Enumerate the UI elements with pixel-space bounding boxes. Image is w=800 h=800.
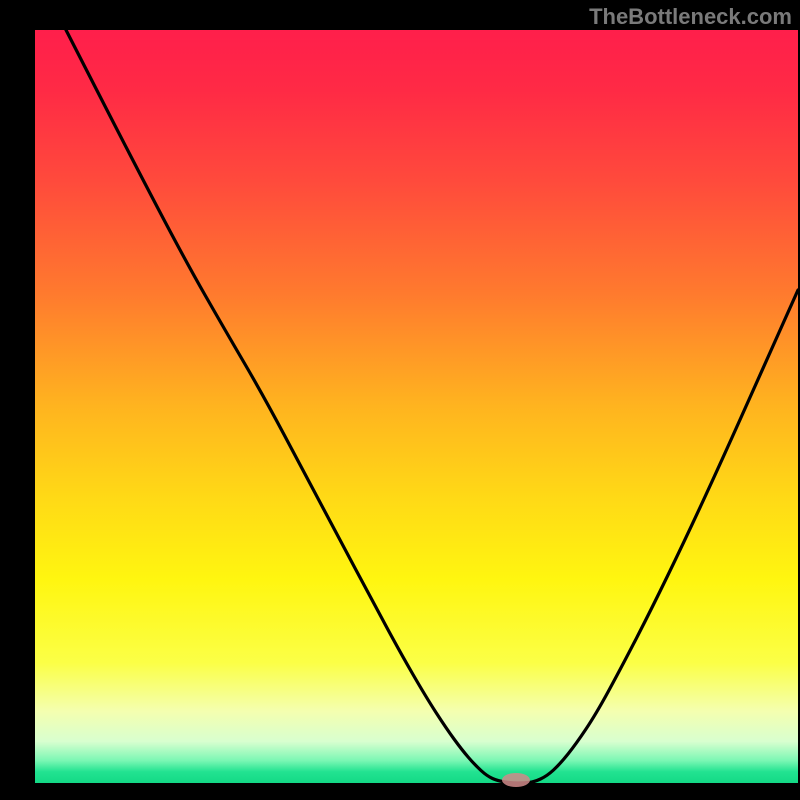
bottleneck-chart	[0, 0, 800, 800]
watermark-label: TheBottleneck.com	[589, 4, 792, 30]
optimal-marker	[502, 773, 530, 787]
chart-container: TheBottleneck.com	[0, 0, 800, 800]
chart-background	[35, 30, 798, 783]
